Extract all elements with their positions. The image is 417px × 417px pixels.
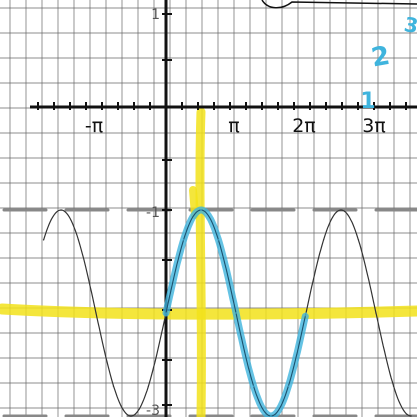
x-tick-label: 2π [292, 115, 316, 137]
data-point-printed-sine [410, 415, 412, 417]
data-point-printed-sine [77, 239, 80, 241]
data-point-blue-trace [200, 209, 202, 211]
series-layer [42, 206, 412, 417]
tick-labels: -π π 2π 3π1-1-3 [85, 7, 386, 417]
data-point-blue-trace [183, 239, 185, 241]
yellow-horizontal-highlight [0, 303, 417, 320]
axes [30, 0, 417, 417]
y-tick-label: 1 [151, 7, 160, 23]
y-tick-label: -1 [146, 205, 160, 221]
data-point-printed-sine [357, 239, 360, 241]
handwritten-mark: 3 [402, 12, 417, 38]
data-point-printed-sine [95, 312, 97, 314]
data-point-blue-trace [270, 415, 272, 417]
data-point-blue-trace [305, 312, 307, 314]
data-point-blue-trace [252, 385, 255, 387]
data-point-printed-sine [340, 209, 342, 211]
series-line-printed-overlay [165, 209, 306, 417]
x-tick-label: π [228, 115, 239, 137]
data-point-printed-sine [112, 385, 115, 387]
data-point-printed-sine [42, 239, 45, 241]
yellow-vertical-highlight [195, 107, 206, 417]
data-point-printed-sine [375, 312, 377, 314]
data-point-blue-trace [287, 385, 290, 387]
data-point-printed-sine [60, 209, 62, 211]
data-point-blue-trace [165, 312, 167, 314]
data-point-blue-trace [217, 239, 220, 241]
x-tick-label: -π [85, 115, 103, 137]
data-point-blue-trace [235, 312, 237, 314]
x-tick-label: 3π [362, 115, 386, 137]
top-edge-scribble [261, 0, 417, 9]
data-point-printed-sine [322, 239, 325, 241]
data-point-printed-sine [147, 385, 149, 387]
data-point-printed-sine [392, 385, 395, 387]
handwritten-mark: 1 [360, 89, 375, 114]
data-point-printed-sine [130, 415, 132, 417]
y-tick-label: -3 [146, 403, 160, 417]
handwritten-blue-marks: 2 1 3 [261, 0, 417, 114]
handwritten-mark: 2 [369, 41, 392, 74]
